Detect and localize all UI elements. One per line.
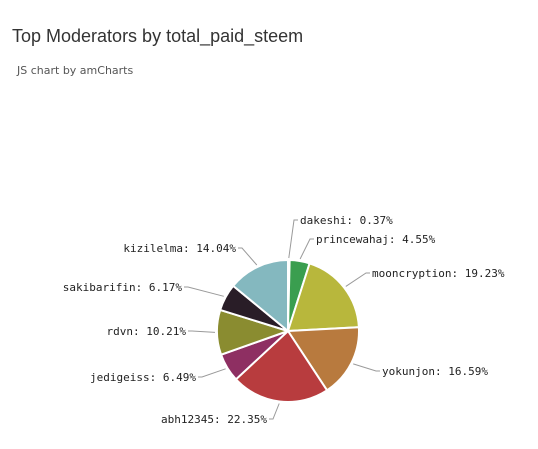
chart-credit-link[interactable]: JS chart by amCharts: [17, 64, 134, 77]
leader-line-sakibarifin: [184, 286, 224, 297]
leader-line-princewahaj: [299, 238, 314, 260]
slice-label-dakeshi: dakeshi: 0.37%: [300, 214, 393, 227]
pie-slice-abh12345[interactable]: [234, 329, 329, 403]
slice-label-jedigeiss: jedigeiss: 6.49%: [90, 371, 196, 384]
pie-slice-kizilelma[interactable]: [231, 258, 289, 334]
leader-line-rdvn: [188, 330, 216, 333]
leader-line-dakeshi: [288, 219, 298, 259]
slice-label-yokunjon: yokunjon: 16.59%: [382, 365, 488, 378]
pie-slice-yokunjon[interactable]: [286, 326, 360, 392]
leader-line-kizilelma: [238, 247, 258, 266]
slice-label-mooncryption: mooncryption: 19.23%: [372, 267, 505, 280]
leader-line-yokunjon: [353, 363, 380, 372]
slice-label-sakibarifin: sakibarifin: 6.17%: [63, 281, 183, 294]
slice-label-abh12345: abh12345: 22.35%: [161, 413, 267, 426]
slice-label-kizilelma: kizilelma: 14.04%: [123, 242, 236, 255]
pie-slices: [216, 258, 360, 403]
leader-line-mooncryption: [345, 272, 370, 287]
pie-slice-mooncryption[interactable]: [286, 262, 360, 333]
leader-line-jedigeiss: [198, 368, 226, 378]
leader-line-abh12345: [269, 403, 280, 420]
slice-label-rdvn: rdvn: 10.21%: [107, 325, 187, 338]
slice-label-princewahaj: princewahaj: 4.55%: [316, 233, 436, 246]
label-leader-lines: [184, 219, 380, 420]
chart-title: Top Moderators by total_paid_steem: [12, 26, 304, 46]
slice-labels: dakeshi: 0.37% princewahaj: 4.55% mooncryp…: [63, 214, 505, 426]
